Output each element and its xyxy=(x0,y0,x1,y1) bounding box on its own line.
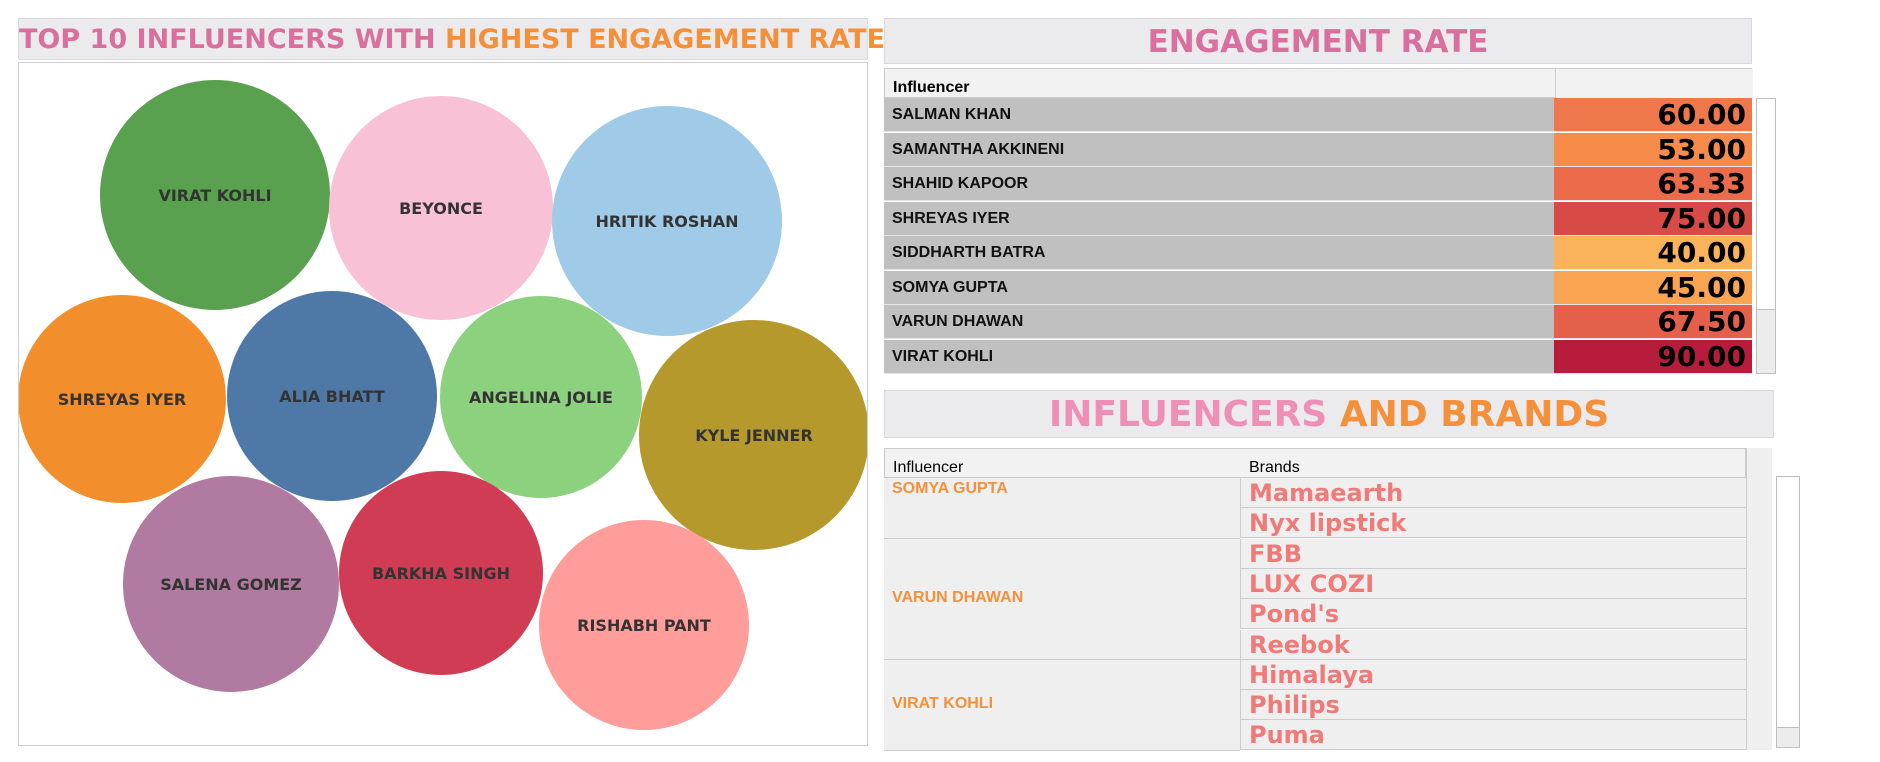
bubble-chart: VIRAT KOHLI BEYONCE HRITIK ROSHAN SHREYAS I… xyxy=(19,80,867,730)
engagement-influencer-name: SHAHID KAPOOR xyxy=(884,167,1554,201)
engagement-influencer-name: VARUN DHAWAN xyxy=(884,305,1554,339)
brand-cell: Nyx lipstick xyxy=(1240,508,1746,539)
brand-cell: LUX COZI xyxy=(1240,568,1746,599)
bubble-circle[interactable] xyxy=(227,291,437,501)
engagement-rate-value: 40.00 xyxy=(1554,236,1752,270)
engagement-influencer-name: SAMANTHA AKKINENI xyxy=(884,132,1554,167)
bubble-kyle-jenner[interactable]: KYLE JENNER xyxy=(639,320,867,550)
bubble-circle[interactable] xyxy=(440,296,642,498)
brands-header-influencer: Influencer xyxy=(893,459,964,476)
engagement-rate-value: 45.00 xyxy=(1554,270,1752,305)
table-row[interactable]: SALMAN KHAN 60.00 xyxy=(884,98,1752,132)
bubble-label: VIRAT KOHLI xyxy=(158,186,271,205)
bubble-shreyas-iyer[interactable]: SHREYAS IYER xyxy=(19,295,226,503)
brands-title: INFLUENCERS AND BRANDS xyxy=(884,390,1774,438)
engagement-rate-value: 90.00 xyxy=(1554,339,1752,374)
bubble-alia-bhatt[interactable]: ALIA BHATT xyxy=(227,291,437,501)
bubble-hritik-roshan[interactable]: HRITIK ROSHAN xyxy=(552,106,782,336)
bubble-circle[interactable] xyxy=(123,476,339,692)
brands-table-header: Influencer Brands xyxy=(884,448,1746,478)
brands-extra-column xyxy=(1746,448,1772,750)
bubble-barkha-singh[interactable]: BARKHA SINGH xyxy=(339,471,543,675)
brand-cell: Himalaya xyxy=(1240,659,1746,690)
brands-title-part1: INFLUENCERS xyxy=(1048,394,1328,435)
table-row[interactable]: SHAHID KAPOOR 63.33 xyxy=(884,167,1752,201)
brands-scrollbar[interactable] xyxy=(1776,476,1800,748)
bubble-circle[interactable] xyxy=(19,295,226,503)
engagement-influencer-name: VIRAT KOHLI xyxy=(884,339,1554,374)
bubble-label: BEYONCE xyxy=(399,199,483,218)
engagement-table-header: Influencer xyxy=(884,68,1753,99)
engagement-title-text: ENGAGEMENT RATE xyxy=(1147,24,1489,60)
bubble-chart-title-part1: TOP 10 INFLUENCERS WITH xyxy=(19,24,436,55)
brand-cell: Puma xyxy=(1240,720,1746,751)
brands-group[interactable]: SOMYA GUPTA xyxy=(884,478,1240,539)
engagement-influencer-name: SHREYAS IYER xyxy=(884,201,1554,236)
engagement-influencer-name: SALMAN KHAN xyxy=(884,98,1554,132)
engagement-rate-value: 60.00 xyxy=(1554,98,1752,132)
bubble-label: ALIA BHATT xyxy=(279,387,384,406)
bubble-label: SHREYAS IYER xyxy=(58,390,186,409)
brand-cell: Philips xyxy=(1240,690,1746,721)
table-row[interactable]: SHREYAS IYER 75.00 xyxy=(884,201,1752,236)
engagement-influencer-name: SIDDHARTH BATRA xyxy=(884,236,1554,270)
bubble-beyonce[interactable]: BEYONCE xyxy=(329,96,553,320)
brand-cell: Reebok xyxy=(1240,629,1746,660)
brand-cell: Mamaearth xyxy=(1240,478,1746,508)
bubble-circle[interactable] xyxy=(552,106,782,336)
engagement-influencer-name: SOMYA GUPTA xyxy=(884,270,1554,305)
bubble-circle[interactable] xyxy=(100,80,330,310)
bubble-rishabh-pant[interactable]: RISHABH PANT xyxy=(539,520,749,730)
bubble-label: SALENA GOMEZ xyxy=(160,575,302,594)
brands-table: Influencer Brands SOMYA GUPTA Mamaearth Ny… xyxy=(884,448,1772,751)
brands-group[interactable]: VIRAT KOHLI xyxy=(884,659,1240,751)
engagement-rate-value: 53.00 xyxy=(1554,132,1752,167)
bubble-chart-title-part2: HIGHEST ENGAGEMENT RATE xyxy=(444,24,885,55)
brands-header-brands: Brands xyxy=(1249,459,1300,476)
bubble-salena-gomez[interactable]: SALENA GOMEZ xyxy=(123,476,339,692)
engagement-header-influencer: Influencer xyxy=(893,79,970,96)
brand-cell: FBB xyxy=(1240,538,1746,569)
bubble-label: ANGELINA JOLIE xyxy=(469,388,613,407)
brands-scrollbar-thumb[interactable] xyxy=(1777,727,1799,747)
bubble-circle[interactable] xyxy=(539,520,749,730)
table-row[interactable]: VARUN DHAWAN 67.50 xyxy=(884,305,1752,339)
bubble-circle[interactable] xyxy=(329,96,553,320)
bubble-chart-title: TOP 10 INFLUENCERS WITH HIGHEST ENGAGEME… xyxy=(18,18,885,60)
engagement-title: ENGAGEMENT RATE xyxy=(884,18,1752,64)
bubble-circle[interactable] xyxy=(339,471,543,675)
bubble-angelina-jolie[interactable]: ANGELINA JOLIE xyxy=(440,296,642,498)
engagement-scrollbar[interactable] xyxy=(1756,98,1776,374)
bubble-label: RISHABH PANT xyxy=(577,616,711,635)
bubble-label: HRITIK ROSHAN xyxy=(595,212,738,231)
bubble-virat-kohli[interactable]: VIRAT KOHLI xyxy=(100,80,330,310)
table-row[interactable]: SOMYA GUPTA 45.00 xyxy=(884,270,1752,305)
engagement-rate-value: 75.00 xyxy=(1554,201,1752,236)
table-row[interactable]: SAMANTHA AKKINENI 53.00 xyxy=(884,132,1752,167)
brands-influencer-name: VARUN DHAWAN xyxy=(892,589,1024,607)
engagement-rate-value: 67.50 xyxy=(1554,305,1752,339)
engagement-scrollbar-thumb[interactable] xyxy=(1757,309,1775,373)
brands-group[interactable]: VARUN DHAWAN xyxy=(884,538,1240,660)
table-row[interactable]: SIDDHARTH BATRA 40.00 xyxy=(884,236,1752,270)
bubble-circle[interactable] xyxy=(639,320,867,550)
brands-title-part2: AND BRANDS xyxy=(1339,394,1610,435)
brands-influencer-name: SOMYA GUPTA xyxy=(892,480,1008,497)
brand-cell: Pond's xyxy=(1240,599,1746,630)
engagement-rate-value: 63.33 xyxy=(1554,167,1752,201)
brands-influencer-name: VIRAT KOHLI xyxy=(892,695,994,713)
bubble-chart-panel: VIRAT KOHLI BEYONCE HRITIK ROSHAN SHREYAS I… xyxy=(18,62,868,746)
bubble-label: BARKHA SINGH xyxy=(372,564,510,583)
bubble-label: KYLE JENNER xyxy=(695,426,813,445)
table-row[interactable]: VIRAT KOHLI 90.00 xyxy=(884,339,1752,374)
engagement-header-value xyxy=(1555,69,1753,99)
